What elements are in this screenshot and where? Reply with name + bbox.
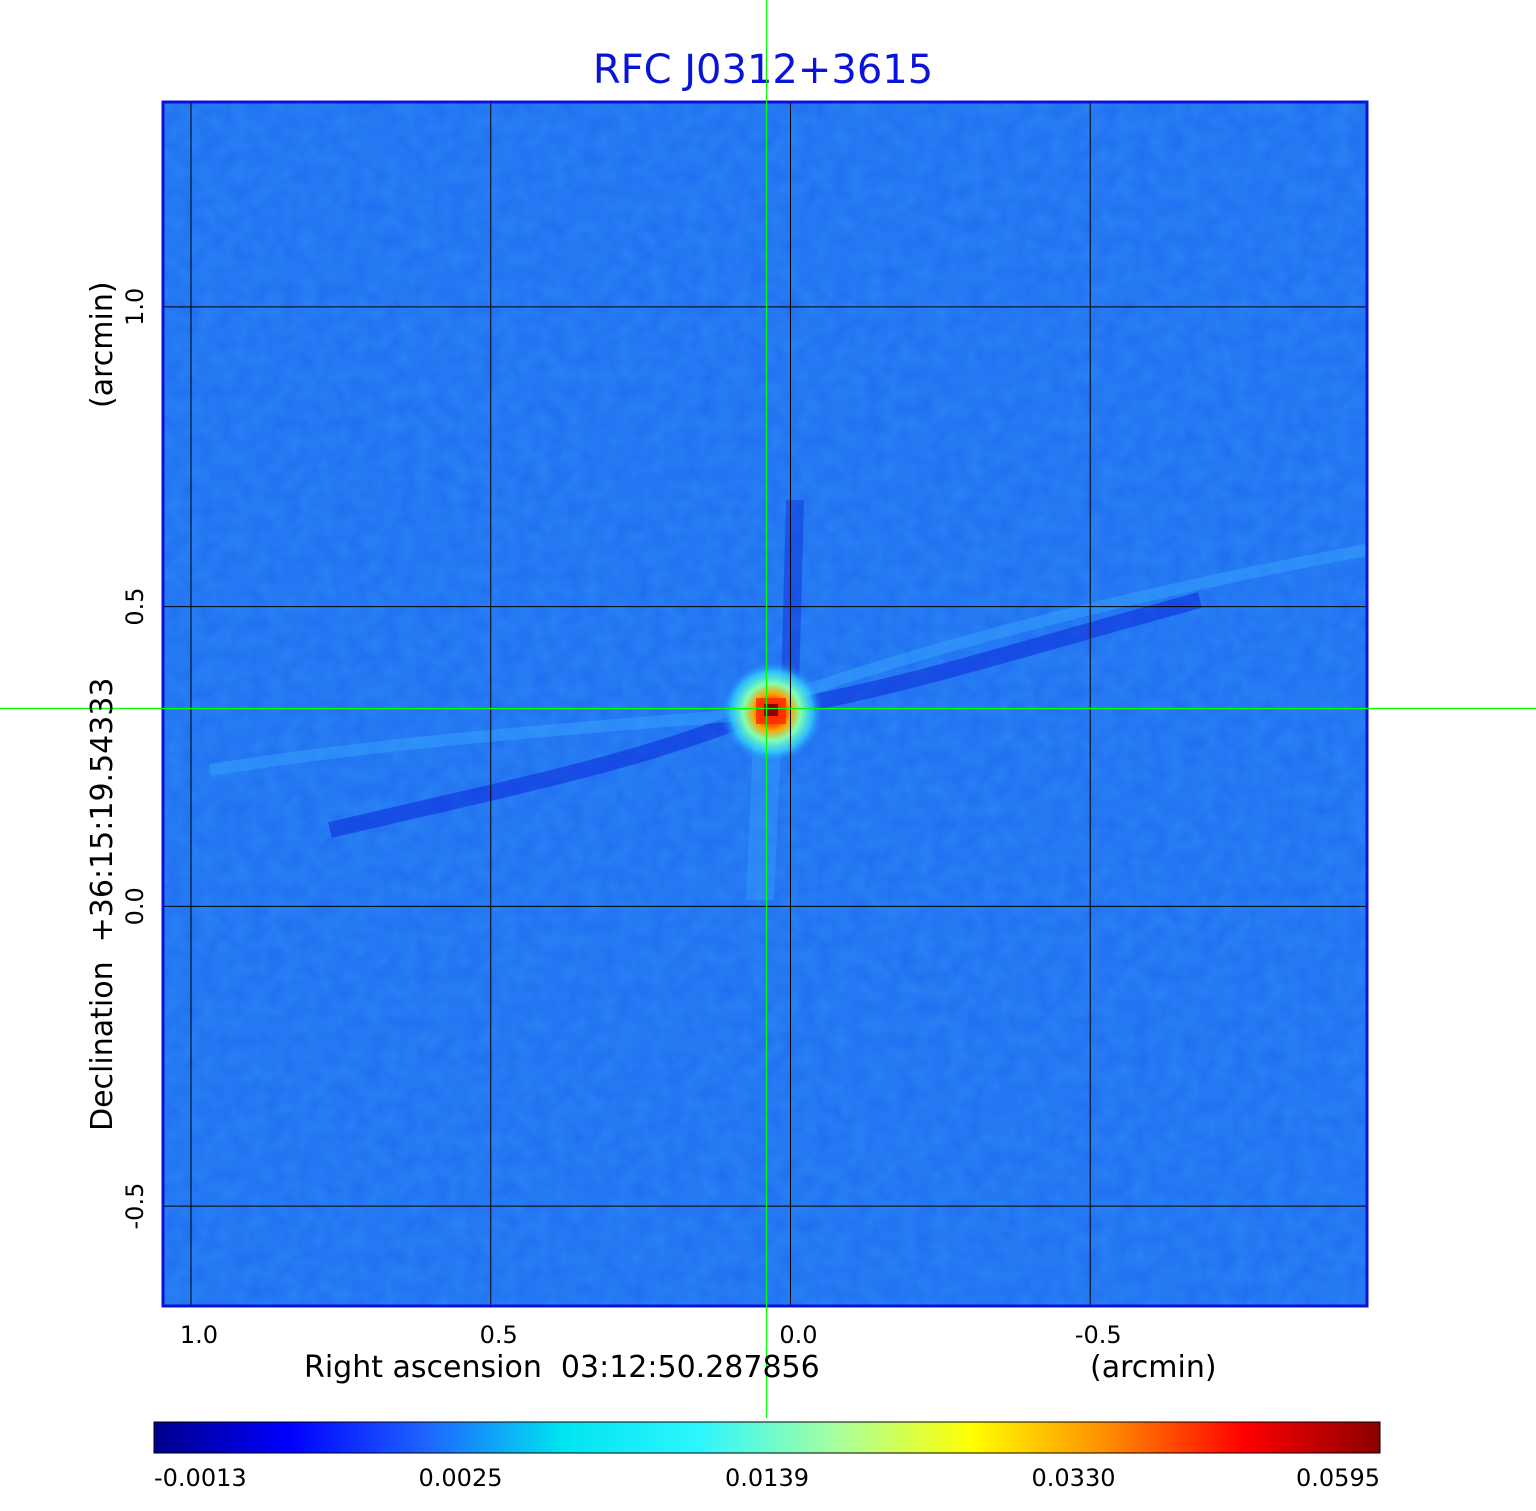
- y-tick-label: 0.5: [121, 587, 149, 625]
- y-axis-label: Declination +36:15:19.54333: [85, 677, 120, 1131]
- colorbar-tick-label: 0.0595: [1296, 1464, 1380, 1492]
- x-tick-labels: 1.0 0.5 0.0 -0.5: [180, 1321, 1122, 1349]
- colorbar-tick-label: 0.0025: [419, 1464, 503, 1492]
- x-tick-label: -0.5: [1075, 1321, 1122, 1349]
- colorbar: [153, 1421, 1381, 1454]
- x-axis-label: Right ascension 03:12:50.287856: [304, 1350, 820, 1385]
- x-tick-label: 1.0: [180, 1321, 218, 1349]
- grid-lines: [164, 103, 1366, 1305]
- y-tick-label: 1.0: [121, 288, 149, 326]
- x-tick-label: 0.5: [480, 1321, 518, 1349]
- chart-title: RFC J0312+3615: [593, 47, 933, 93]
- image-area: [164, 103, 1366, 1305]
- colorbar-tick-label: -0.0013: [154, 1464, 247, 1492]
- y-tick-label: 0.0: [121, 887, 149, 925]
- source-core-max: [764, 704, 778, 716]
- y-axis-unit: (arcmin): [85, 281, 120, 408]
- x-tick-label: 0.0: [779, 1321, 817, 1349]
- x-axis-unit: (arcmin): [1090, 1350, 1217, 1385]
- colorbar-tick-label: 0.0139: [725, 1464, 809, 1492]
- colorbar-labels: -0.0013 0.0025 0.0139 0.0330 0.0595: [154, 1464, 1380, 1492]
- colorbar-tick-label: 0.0330: [1032, 1464, 1116, 1492]
- plot-frame: [161, 100, 1369, 1308]
- y-tick-label: -0.5: [121, 1183, 149, 1230]
- y-tick-labels: 1.0 0.5 0.0 -0.5: [121, 288, 149, 1230]
